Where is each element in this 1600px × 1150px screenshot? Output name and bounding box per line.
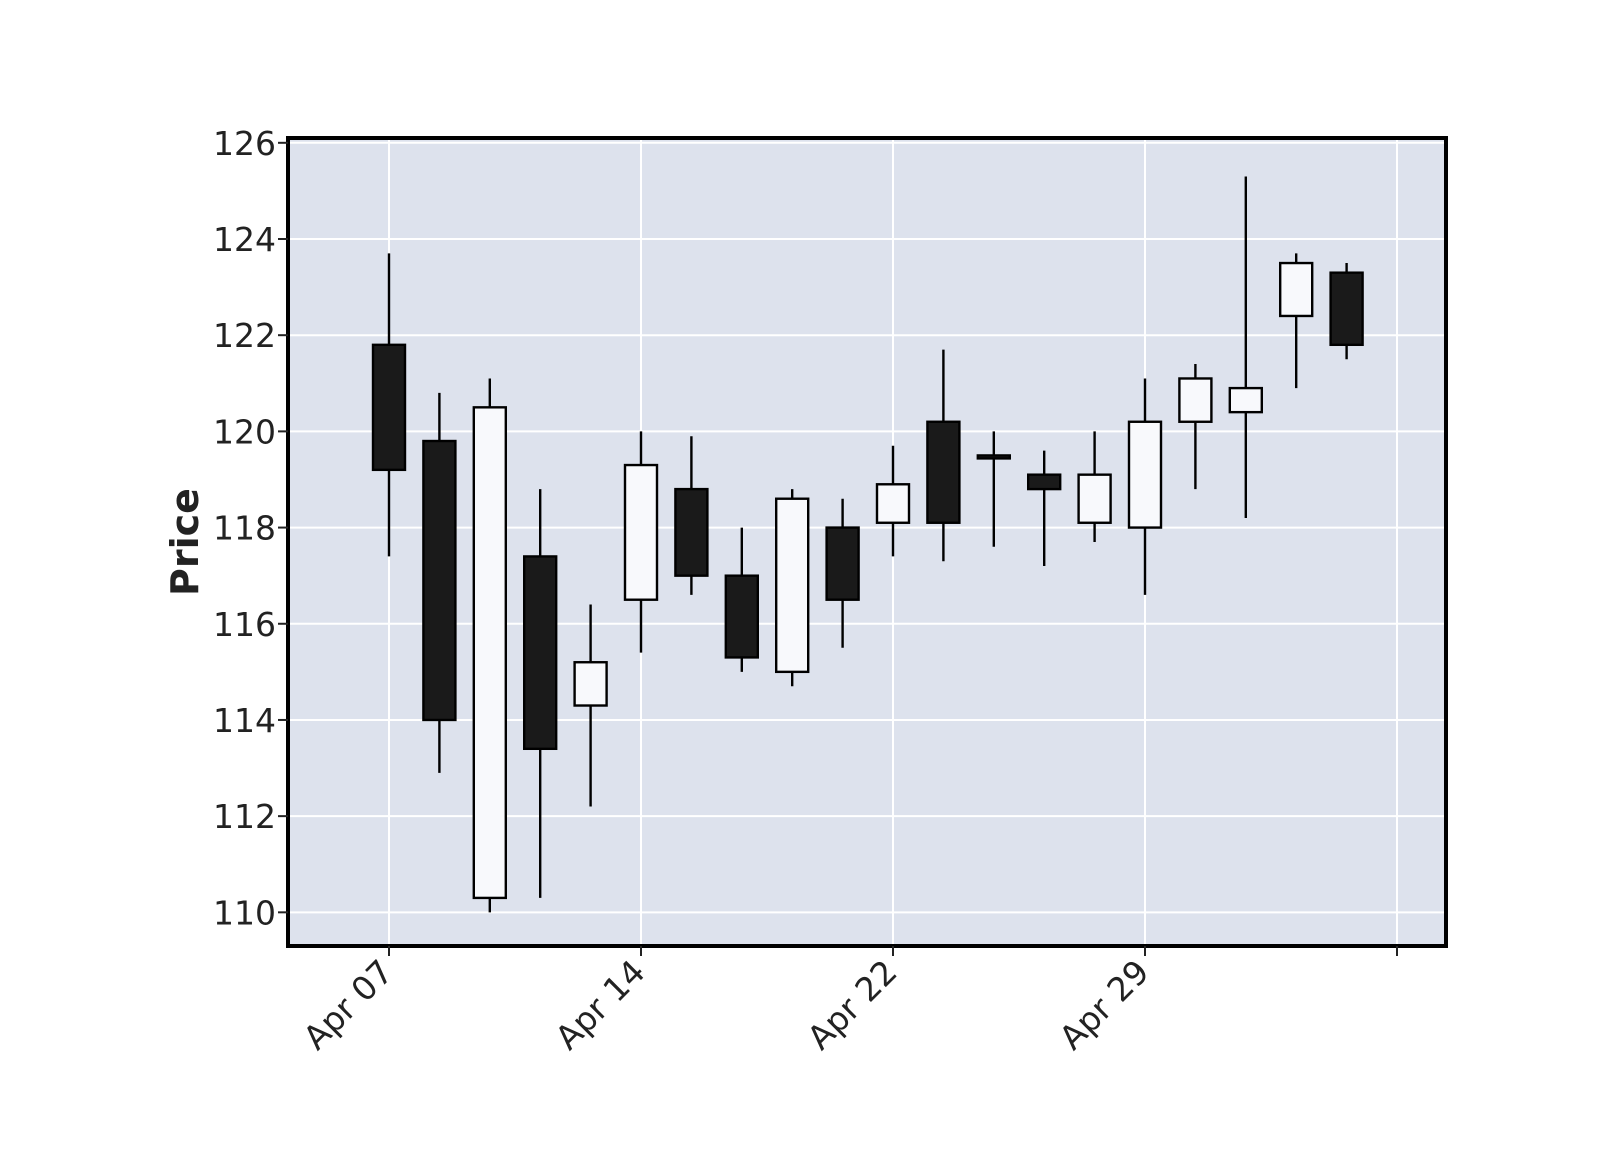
candle-body-down xyxy=(926,420,961,524)
candle-body-down xyxy=(825,526,860,601)
x-tick-label: Apr 07 xyxy=(296,952,401,1057)
candle-body-up xyxy=(1127,420,1163,529)
candle-body-up xyxy=(623,463,659,601)
candle-body-up xyxy=(1278,261,1314,318)
candle xyxy=(1026,450,1062,567)
candle xyxy=(724,527,759,672)
plot-frame xyxy=(286,136,1448,948)
candle xyxy=(422,392,457,773)
candle xyxy=(674,436,709,595)
candle xyxy=(573,604,608,807)
candle-body-up xyxy=(472,406,507,900)
y-tick-label: 126 xyxy=(213,124,276,163)
candle xyxy=(825,498,860,648)
candle-body-up xyxy=(573,661,608,707)
x-axis-ticks: Apr 07 Apr 14 Apr 22 Apr 29 xyxy=(296,946,1398,1057)
candle xyxy=(1077,431,1112,542)
y-tick-label: 124 xyxy=(213,220,276,259)
y-tick-label: 120 xyxy=(213,412,276,451)
y-tick-label: 116 xyxy=(213,605,276,644)
y-axis-ticks: 110 112 114 116 118 120 122 124 126 xyxy=(213,124,288,932)
candle xyxy=(523,489,558,898)
candle xyxy=(1278,253,1314,389)
y-tick-label: 122 xyxy=(213,316,276,355)
candle xyxy=(371,253,407,557)
candle xyxy=(976,431,1011,547)
candle xyxy=(623,431,659,653)
candle-body-down xyxy=(371,343,407,472)
y-tick-label: 112 xyxy=(213,797,276,836)
candle-body-down xyxy=(523,555,558,751)
x-tick-label: Apr 22 xyxy=(800,952,905,1057)
candle-body-down xyxy=(1026,473,1062,491)
y-tick-label: 114 xyxy=(213,701,276,740)
x-tick-label: Apr 29 xyxy=(1052,952,1157,1057)
candle-body-down xyxy=(724,574,759,659)
candle-body-down xyxy=(976,454,1011,460)
candle-body-up xyxy=(1077,473,1112,524)
candle-body-down xyxy=(674,487,709,577)
candle xyxy=(1178,364,1213,490)
candle-body-down xyxy=(1329,271,1364,347)
candle-body-up xyxy=(775,497,810,674)
candle xyxy=(775,489,810,687)
candles xyxy=(371,176,1364,913)
candle-body-up xyxy=(1228,386,1264,414)
x-tick-label: Apr 14 xyxy=(548,952,653,1057)
candle xyxy=(1329,263,1364,360)
candle xyxy=(875,445,911,557)
candle-body-up xyxy=(875,483,911,524)
candle xyxy=(926,349,961,562)
plot-background xyxy=(288,138,1446,946)
candle xyxy=(1127,378,1163,595)
candle-body-up xyxy=(1178,377,1213,423)
y-tick-label: 118 xyxy=(213,509,276,548)
y-axis-label: Price xyxy=(163,488,207,596)
candle xyxy=(472,378,507,913)
candle-body-down xyxy=(422,439,457,722)
candle xyxy=(1228,176,1264,518)
y-tick-label: 110 xyxy=(213,893,276,932)
